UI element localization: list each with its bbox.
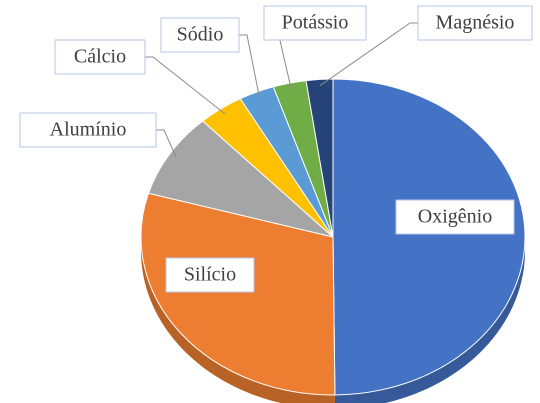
leader-line bbox=[319, 22, 418, 87]
data-label: Sódio bbox=[177, 24, 224, 46]
label-box bbox=[165, 257, 255, 293]
label-box bbox=[395, 199, 515, 235]
pie-slice bbox=[140, 192, 336, 396]
data-label: Potássio bbox=[282, 12, 349, 34]
leader-line bbox=[239, 34, 261, 98]
label-box bbox=[54, 39, 146, 75]
label-box bbox=[160, 17, 240, 53]
data-label: Cálcio bbox=[74, 46, 126, 68]
label-box bbox=[417, 5, 533, 41]
data-label: Alumínio bbox=[50, 119, 127, 141]
label-box bbox=[19, 112, 157, 148]
leader-line bbox=[145, 56, 226, 115]
pie-slice bbox=[332, 78, 526, 396]
label-box bbox=[263, 5, 367, 41]
data-label: Silício bbox=[184, 264, 236, 286]
data-label: Oxigênio bbox=[418, 206, 492, 228]
pie-slice bbox=[305, 78, 334, 238]
data-label: Magnésio bbox=[436, 12, 515, 34]
leader-line bbox=[156, 129, 177, 158]
pie-slice bbox=[147, 120, 334, 238]
